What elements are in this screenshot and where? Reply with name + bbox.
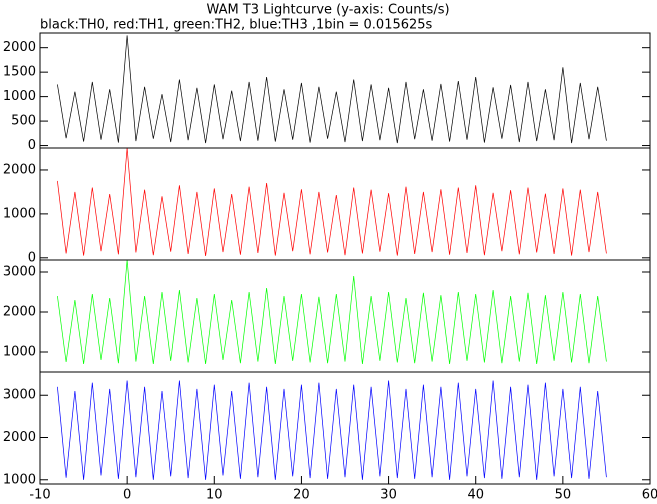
x-tick-label: 40 xyxy=(467,488,484,503)
y-tick-label: 2000 xyxy=(3,40,36,55)
x-tick-label: 0 xyxy=(123,488,131,503)
y-tick-label: 1000 xyxy=(3,472,36,487)
y-tick-label: 2000 xyxy=(3,162,36,177)
x-tick-label: 50 xyxy=(555,488,572,503)
x-tick-label: 60 xyxy=(642,488,657,503)
y-tick-label: 1000 xyxy=(3,206,36,221)
x-tick-label: 20 xyxy=(293,488,310,503)
y-tick-label: 0 xyxy=(28,250,36,265)
series-line xyxy=(57,380,607,480)
series-line xyxy=(57,35,607,144)
y-tick-label: 1000 xyxy=(3,345,36,360)
y-tick-label: 1000 xyxy=(3,89,36,104)
x-tick-label: 30 xyxy=(380,488,397,503)
y-tick-label: 500 xyxy=(11,114,36,129)
series-line xyxy=(57,147,607,257)
x-tick-label: -10 xyxy=(29,488,50,503)
y-tick-label: 1500 xyxy=(3,65,36,80)
y-tick-label: 2000 xyxy=(3,305,36,320)
chart-title: WAM T3 Lightcurve (y-axis: Counts/s) xyxy=(206,3,449,18)
y-tick-label: 3000 xyxy=(3,265,36,280)
y-tick-label: 2000 xyxy=(3,430,36,445)
panel-frame xyxy=(39,371,651,485)
series-line xyxy=(57,259,607,365)
y-tick-label: 0 xyxy=(28,138,36,153)
y-tick-label: 3000 xyxy=(3,388,36,403)
panel-frame xyxy=(39,259,651,373)
chart-subtitle: black:TH0, red:TH1, green:TH2, blue:TH3 … xyxy=(40,18,433,33)
x-tick-label: 10 xyxy=(206,488,223,503)
